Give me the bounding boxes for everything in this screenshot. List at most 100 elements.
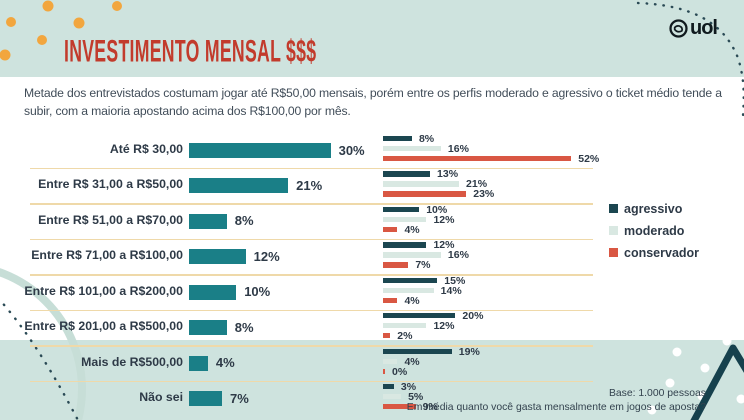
overall-value: 21%	[296, 177, 323, 193]
uol-logo: uol	[669, 17, 718, 40]
row-separator	[30, 380, 593, 383]
series-value-agressivo: 15%	[444, 274, 466, 287]
series-value-agressivo: 10%	[426, 203, 448, 216]
series-value-moderado: 16%	[447, 249, 469, 262]
series-value-moderado: 16%	[447, 143, 469, 155]
series-value-conservador: 9%	[422, 401, 438, 414]
series-value-agressivo: 20%	[462, 310, 484, 323]
legend-swatch-conservador	[609, 248, 618, 257]
series-value-conservador: 2%	[397, 330, 413, 343]
series-value-agressivo: 3%	[400, 381, 417, 394]
category-label: Até R$ 30,00	[109, 142, 183, 156]
content-panel	[0, 77, 744, 340]
series-value-conservador: 52%	[578, 153, 600, 165]
legend-item-moderado: moderado	[609, 223, 699, 238]
series-bar-conservador	[383, 156, 572, 162]
series-bar-agressivo	[383, 206, 420, 213]
series-bar-conservador	[383, 297, 398, 303]
base-note: Base: 1.000 pessoas	[608, 388, 706, 399]
series-bar-moderado	[383, 216, 427, 223]
series-value-agressivo: 12%	[433, 239, 455, 252]
series-bar-agressivo	[383, 384, 394, 390]
series-value-conservador: 4%	[404, 294, 420, 307]
category-label: Não sei	[139, 390, 183, 405]
series-bar-moderado	[383, 323, 427, 329]
page-title: INVESTIMENTO MENSAL $$$	[64, 33, 317, 69]
category-label: Entre R$ 31,00 a R$50,00	[38, 177, 183, 192]
series-value-moderado: 12%	[433, 213, 455, 226]
series-bar-agressivo	[383, 277, 438, 283]
series-value-conservador: 23%	[473, 188, 495, 201]
overall-bar	[189, 178, 289, 194]
series-bar-conservador	[383, 333, 391, 339]
series-value-moderado: 21%	[466, 178, 488, 191]
overall-bar	[189, 320, 227, 336]
chart-legend: agressivo moderado conservador	[609, 202, 699, 268]
series-bar-conservador	[383, 262, 409, 268]
series-bar-agressivo	[383, 242, 427, 248]
series-value-conservador: 7%	[415, 259, 431, 272]
footer: Base: 1.000 pessoas Em média quanto você…	[407, 387, 706, 414]
overall-bar	[189, 284, 237, 300]
series-value-moderado: 14%	[440, 284, 462, 297]
uol-logo-icon	[669, 19, 688, 38]
overall-value: 4%	[215, 355, 235, 371]
series-bar-agressivo	[383, 171, 431, 177]
overall-bar	[189, 249, 246, 265]
category-label: Entre R$ 51,00 a R$70,00	[38, 212, 183, 227]
overall-bar	[189, 355, 208, 371]
overall-value: 8%	[234, 213, 254, 229]
row-separator	[30, 167, 593, 170]
category-label: Entre R$ 101,00 a R$200,00	[24, 283, 183, 298]
series-bar-moderado	[383, 287, 434, 293]
row-separator	[30, 274, 593, 276]
uol-logo-text: uol	[690, 17, 718, 39]
row-separator	[30, 309, 593, 312]
series-value-agressivo: 13%	[437, 168, 459, 181]
legend-item-agressivo: agressivo	[609, 201, 699, 216]
series-value-conservador: 4%	[404, 223, 420, 236]
category-label: Entre R$ 71,00 a R$100,00	[31, 248, 183, 263]
series-bar-conservador	[383, 368, 385, 374]
legend-swatch-moderado	[609, 226, 618, 235]
row-separator	[30, 203, 593, 205]
overall-bar	[189, 391, 223, 407]
series-value-moderado: 12%	[433, 320, 455, 333]
intro-text: Metade dos entrevistados costumam jogar …	[24, 86, 722, 119]
row-separator	[30, 345, 593, 347]
series-bar-agressivo	[383, 348, 452, 354]
overall-value: 12%	[253, 248, 280, 264]
category-label: Mais de R$500,00	[81, 354, 183, 369]
series-bar-agressivo	[383, 313, 456, 319]
category-label: Entre R$ 201,00 a R$500,00	[24, 319, 183, 334]
overall-bar	[189, 213, 227, 229]
survey-question: Em média quanto você gasta mensalmente e…	[406, 401, 706, 413]
legend-label: agressivo	[624, 201, 683, 216]
series-bar-moderado	[383, 181, 460, 187]
series-bar-moderado	[383, 252, 441, 258]
overall-value: 8%	[234, 319, 254, 335]
series-value-agressivo: 8%	[418, 133, 435, 145]
series-value-agressivo: 19%	[458, 345, 480, 358]
series-bar-agressivo	[383, 136, 412, 142]
series-bar-conservador	[383, 191, 467, 197]
series-value-moderado: 5%	[408, 391, 424, 404]
overall-bar	[189, 143, 331, 158]
series-value-moderado: 4%	[404, 355, 420, 368]
row-separator	[30, 238, 593, 241]
series-bar-moderado	[383, 394, 402, 400]
overall-value: 10%	[244, 284, 271, 300]
series-bar-moderado	[383, 358, 398, 364]
legend-label: moderado	[624, 223, 685, 238]
series-bar-conservador	[383, 404, 416, 410]
overall-value: 30%	[338, 142, 365, 158]
legend-label: conservador	[624, 245, 700, 260]
overall-value: 7%	[230, 390, 249, 406]
legend-item-conservador: conservador	[609, 245, 700, 260]
legend-swatch-agressivo	[609, 204, 618, 213]
series-value-conservador: 0%	[392, 365, 408, 378]
series-bar-conservador	[383, 226, 398, 233]
series-bar-moderado	[383, 146, 441, 152]
